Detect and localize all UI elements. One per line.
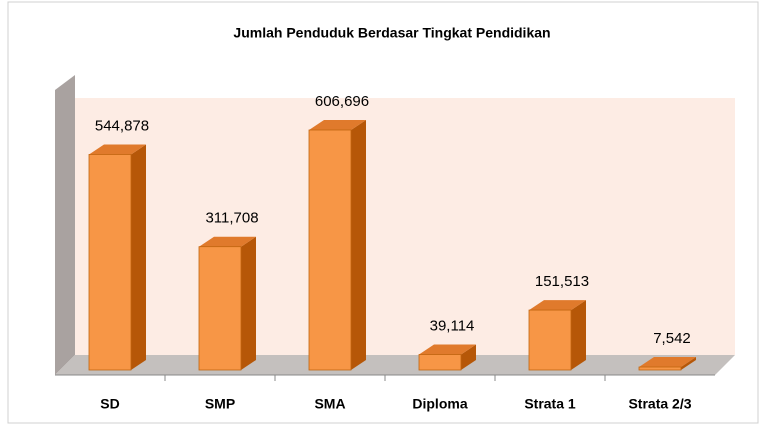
- bar: [308, 120, 366, 371]
- x-tick-label: Strata 1: [524, 396, 576, 412]
- chart-title: Jumlah Penduduk Berdasar Tingkat Pendidi…: [233, 25, 550, 41]
- bar-front: [88, 154, 132, 371]
- bar: [638, 357, 696, 371]
- bar-front: [198, 246, 242, 371]
- bar-top: [639, 357, 696, 368]
- bar: [418, 344, 476, 371]
- bar-side: [571, 300, 586, 370]
- bar-side: [681, 357, 696, 370]
- bar-side: [131, 144, 146, 370]
- bar-front: [528, 309, 572, 371]
- bar-top: [309, 120, 366, 130]
- bar: [88, 144, 146, 371]
- data-label: 544,878: [95, 117, 149, 134]
- bar-top: [529, 300, 586, 311]
- data-label: 7,542: [653, 330, 691, 347]
- bar-top: [89, 144, 146, 155]
- x-tick-label: SMP: [205, 396, 235, 412]
- bar-front: [308, 129, 352, 371]
- x-tick-label: Diploma: [412, 396, 467, 412]
- bar-front: [418, 354, 462, 371]
- data-label: 151,513: [535, 273, 589, 290]
- bar: [198, 236, 256, 371]
- side-wall: [55, 75, 75, 375]
- x-tick-label: Strata 2/3: [628, 396, 691, 412]
- bar-side: [461, 344, 476, 370]
- bar-side: [241, 236, 256, 370]
- bar-top: [419, 344, 476, 355]
- floor: [55, 355, 735, 375]
- x-tick-label: SMA: [314, 396, 345, 412]
- x-tick-label: SD: [100, 396, 119, 412]
- data-label: 39,114: [430, 317, 475, 334]
- data-label: 606,696: [315, 93, 369, 110]
- bar-side: [351, 120, 366, 370]
- back-wall: [75, 98, 735, 355]
- data-label: 311,708: [205, 210, 258, 227]
- bar-top: [199, 236, 256, 247]
- bar-front: [638, 366, 682, 371]
- bar: [528, 300, 586, 371]
